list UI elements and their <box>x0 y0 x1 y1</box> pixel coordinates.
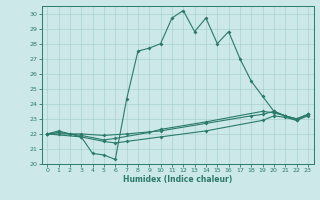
X-axis label: Humidex (Indice chaleur): Humidex (Indice chaleur) <box>123 175 232 184</box>
